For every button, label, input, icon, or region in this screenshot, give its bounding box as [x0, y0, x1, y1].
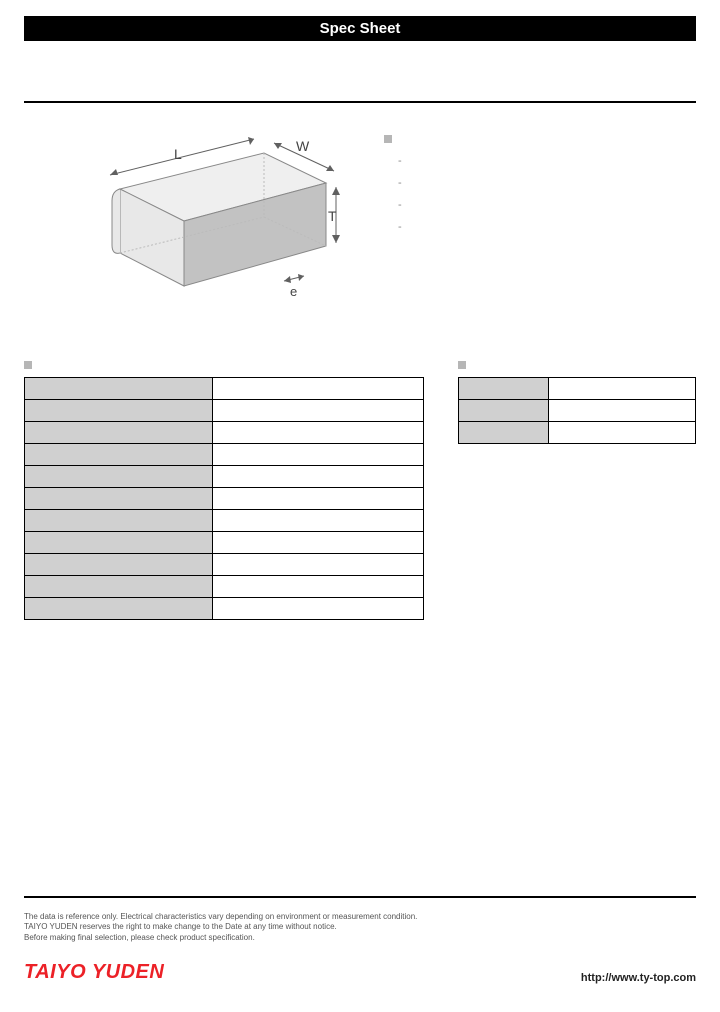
dimensions-header — [384, 131, 696, 145]
table-row — [459, 378, 696, 400]
brand-logo: TAIYO YUDEN — [24, 961, 164, 984]
table-row — [25, 576, 424, 598]
diagram-column: L W T e — [24, 131, 354, 321]
dim-label-e: e — [290, 284, 297, 299]
packaging-header — [458, 357, 696, 371]
table-row — [25, 554, 424, 576]
table-row — [25, 488, 424, 510]
disclaimer: The data is reference only. Electrical c… — [24, 912, 696, 943]
packaging-table — [458, 377, 696, 444]
brand-row: TAIYO YUDEN http://www.ty-top.com — [24, 961, 696, 984]
component-diagram: L W T e — [74, 131, 344, 321]
bullet-icon — [458, 361, 466, 369]
table-row — [25, 378, 424, 400]
dim-label-t: T — [328, 208, 337, 224]
dimensions-column: - - - - — [384, 131, 696, 321]
dimension-item: - — [384, 177, 696, 189]
dimension-item: - — [384, 199, 696, 211]
bullet-icon — [384, 135, 392, 143]
divider-footer — [24, 896, 696, 898]
dimension-item: - — [384, 221, 696, 233]
table-row — [25, 400, 424, 422]
table-row — [25, 510, 424, 532]
packaging-column — [448, 357, 696, 620]
title-bar: Spec Sheet — [24, 16, 696, 41]
spec-table — [24, 377, 424, 620]
content-row: L W T e - — [24, 131, 696, 321]
spec-header — [24, 357, 424, 371]
page-title: Spec Sheet — [320, 20, 401, 37]
table-row — [459, 422, 696, 444]
table-row — [25, 598, 424, 620]
bullet-icon — [24, 361, 32, 369]
table-row — [25, 422, 424, 444]
table-row — [459, 400, 696, 422]
footer: The data is reference only. Electrical c… — [24, 896, 696, 984]
divider-top — [24, 101, 696, 103]
footer-url: http://www.ty-top.com — [581, 972, 696, 984]
dim-label-w: W — [296, 138, 310, 154]
spec-column — [24, 357, 424, 620]
table-row — [25, 444, 424, 466]
table-row — [25, 532, 424, 554]
tables-row — [24, 357, 696, 620]
dimension-item: - — [384, 155, 696, 167]
dim-label-l: L — [174, 146, 182, 162]
table-row — [25, 466, 424, 488]
